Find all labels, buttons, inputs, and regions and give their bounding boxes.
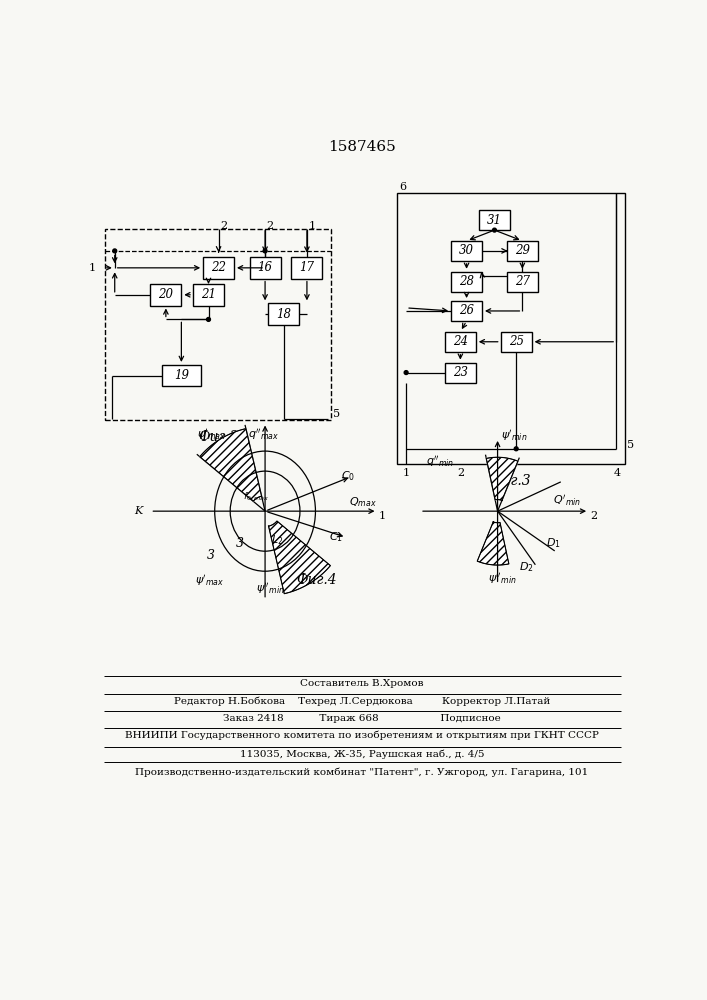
Bar [203,257,234,279]
Text: $f_{0,max}$: $f_{0,max}$ [243,491,269,503]
Text: 1587465: 1587465 [328,140,396,154]
Text: $C_0$: $C_0$ [341,469,355,483]
Text: 24: 24 [453,335,468,348]
Bar [193,284,224,306]
Text: Составитель В.Хромов: Составитель В.Хромов [300,679,423,688]
Text: 31: 31 [487,214,502,227]
Text: $L_2$: $L_2$ [271,534,284,547]
Text: $q''_{max}$: $q''_{max}$ [248,427,279,442]
Text: $\psi'_{max}$: $\psi'_{max}$ [195,573,225,588]
Text: 3: 3 [235,537,244,550]
Text: 29: 29 [515,244,530,257]
Text: 2: 2 [590,511,597,521]
Bar [397,193,626,464]
Bar [451,241,482,261]
Bar [291,257,322,279]
Text: $Q'_{min}$: $Q'_{min}$ [554,493,582,508]
Bar [501,332,532,352]
Text: 1: 1 [89,263,96,273]
Text: Фиг.4: Фиг.4 [297,573,337,587]
Text: 27: 27 [515,275,530,288]
Circle shape [206,318,211,321]
Text: 25: 25 [508,335,524,348]
Bar [507,272,538,292]
Text: 2: 2 [457,468,464,478]
Text: 23: 23 [453,366,468,379]
Text: 6: 6 [399,182,407,192]
Text: K: K [134,506,143,516]
Bar [162,365,201,386]
Text: 1: 1 [403,468,410,478]
Polygon shape [477,522,509,565]
Text: 4: 4 [614,468,621,478]
Text: 5: 5 [627,440,634,450]
Circle shape [493,228,496,232]
Text: Фиг.2: Фиг.2 [198,430,239,444]
Text: $D_1$: $D_1$ [546,537,561,550]
Text: 28: 28 [459,275,474,288]
Text: $q''_{min}$: $q''_{min}$ [426,454,455,469]
Polygon shape [200,429,262,501]
Text: Фиг.3: Фиг.3 [491,474,531,488]
Bar [445,332,476,352]
Text: $\psi'_{max}$: $\psi'_{max}$ [197,427,226,442]
Polygon shape [269,521,330,594]
Bar [451,301,482,321]
Circle shape [113,249,117,253]
Text: 2: 2 [267,221,274,231]
Text: 2: 2 [220,221,227,231]
Text: 19: 19 [174,369,189,382]
Text: 30: 30 [459,244,474,257]
Text: 3: 3 [207,549,215,562]
Bar [445,363,476,383]
Text: 113035, Москва, Ж-35, Раушская наб., д. 4/5: 113035, Москва, Ж-35, Раушская наб., д. … [240,750,484,759]
Text: 1: 1 [379,511,386,521]
Text: ВНИИПИ Государственного комитета по изобретениям и открытиям при ГКНТ СССР: ВНИИПИ Государственного комитета по изоб… [125,730,599,740]
Bar [479,210,510,230]
Text: Заказ 2418           Тираж 668                   Подписное: Заказ 2418 Тираж 668 Подписное [223,714,501,723]
Text: 22: 22 [211,261,226,274]
Text: 16: 16 [257,261,273,274]
Text: 20: 20 [158,288,173,301]
Text: 1: 1 [308,221,315,231]
Text: Производственно-издательский комбинат "Патент", г. Ужгород, ул. Гагарина, 101: Производственно-издательский комбинат "П… [135,767,588,777]
Text: $Q_{max}$: $Q_{max}$ [349,495,377,509]
Bar [451,272,482,292]
Text: 5: 5 [332,409,339,419]
Text: $\psi'_{min}$: $\psi'_{min}$ [501,428,528,443]
Polygon shape [486,457,518,500]
Bar [268,303,299,325]
Text: Редактор Н.Бобкова    Техред Л.Сердюкова         Корректор Л.Патай: Редактор Н.Бобкова Техред Л.Сердюкова Ко… [174,697,550,706]
Bar [250,257,281,279]
Text: $\psi''_{min}$: $\psi''_{min}$ [489,571,517,586]
Text: $C_1$: $C_1$ [329,531,344,544]
Text: 17: 17 [300,261,315,274]
Bar [151,284,182,306]
Circle shape [263,249,267,253]
Text: $D_2$: $D_2$ [519,560,534,573]
Bar [105,229,331,420]
Text: 26: 26 [459,304,474,317]
Circle shape [514,447,518,451]
Text: 21: 21 [201,288,216,301]
Circle shape [404,371,408,374]
Text: 18: 18 [276,308,291,321]
Bar [507,241,538,261]
Text: $\psi''_{min}$: $\psi''_{min}$ [256,581,284,596]
